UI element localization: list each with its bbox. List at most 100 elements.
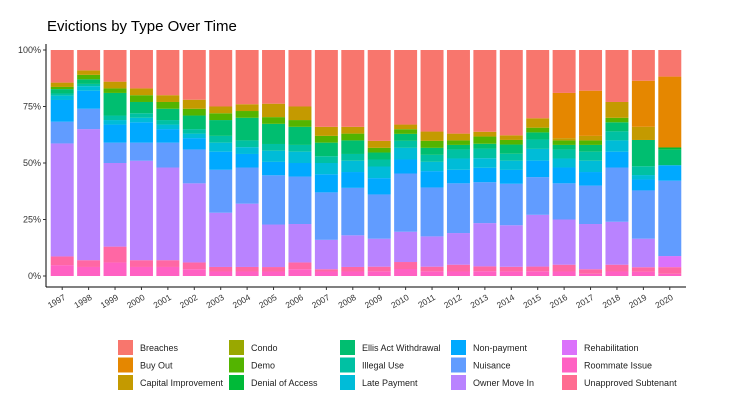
bar-segment [579,140,603,145]
legend-label: Ellis Act Withdrawal [362,343,441,353]
bar-segment [262,224,286,268]
bar-segment [526,127,550,133]
legend-item: Breaches [118,340,179,355]
bar-segment [50,99,74,122]
y-tick-label: 0% [28,271,41,281]
y-tick-label: 50% [23,158,41,168]
bar-segment [50,121,74,144]
x-tick-label: 2010 [389,292,411,310]
bar-segment [552,219,576,265]
bar-segment [262,123,286,144]
bar-segment [235,117,259,141]
legend-item: Non-payment [451,340,528,355]
bar-segment [156,167,180,261]
bar-segment [420,50,444,132]
bar-segment [341,235,365,267]
bar-segment [50,82,74,87]
bar-segment [579,90,603,136]
bar-segment [288,126,312,145]
bar-segment [579,135,603,141]
x-tick-label: 2018 [601,292,623,310]
bar-segment [156,260,180,267]
bar-segment [262,161,286,176]
bar-segment [552,92,576,139]
bar-segment [605,50,629,102]
bar-segment [314,269,338,272]
bar-segment [499,144,523,154]
x-tick-label: 1997 [46,292,68,310]
legend-item: Owner Move In [451,375,534,390]
bar-segment [473,50,497,132]
legend-item: Denial of Access [229,375,318,390]
bar-segment [658,149,682,166]
legend-swatch [118,340,133,355]
bar-segment [341,160,365,173]
legend-swatch [340,375,355,390]
bar-segment [262,267,286,272]
bar-segment [473,266,497,272]
legend-swatch [562,357,577,373]
legend-label: Capital Improvement [140,378,224,388]
bar-segment [156,266,180,276]
x-tick-label: 2019 [627,292,649,310]
bar-segment [129,160,153,261]
legend-label: Late Payment [362,378,418,388]
bar-segment [209,113,233,121]
bar-segment [235,147,259,154]
bar-segment [235,140,259,148]
bar-segment [235,111,259,118]
bar-segment [473,182,497,224]
bar-segment [288,176,312,225]
bar-segment [314,271,338,276]
bar-segment [262,117,286,124]
legend-label: Buy Out [140,361,173,371]
bar-segment [367,194,391,239]
bar-segment [209,106,233,114]
bar-segment [182,108,206,116]
bar-segment [288,50,312,107]
bar-segment [156,50,180,96]
bar-segment [367,140,391,148]
x-tick-label: 2001 [151,292,173,310]
legend-item: Unapproved Subtenant [562,375,677,390]
bar-segment [129,266,153,276]
bar-segment [394,269,418,276]
bar-segment [182,149,206,184]
legend-label: Condo [251,343,278,353]
bar-segment [394,173,418,232]
bar-segment [77,74,101,80]
legend-item: Capital Improvement [118,375,224,390]
bar-segment [103,92,127,116]
bar-segment [631,50,655,81]
x-tick-label: 2002 [178,292,200,310]
bar-segment [182,269,206,276]
bar-segment [314,239,338,270]
bar-segment [579,160,603,173]
bar-segment [77,83,101,87]
legend-swatch [562,340,577,355]
bar-segment [552,149,576,159]
bar-segment [50,86,74,90]
bar-segment [182,262,206,270]
bar-segment [129,117,153,123]
legend-swatch [451,340,466,355]
legend-label: Rehabilitation [584,343,639,353]
bar-segment [658,165,682,181]
bar-segment [394,140,418,148]
bar-segment [631,166,655,176]
bar-segment [367,178,391,195]
bar-segment [77,90,101,109]
legend-label: Breaches [140,343,179,353]
bar-segment [103,142,127,163]
bar-segment [526,118,550,128]
bar-segment [605,131,629,141]
bar-segment [552,140,576,145]
bar-segment [499,266,523,272]
x-tick-label: 2013 [468,292,490,310]
bar-segment [499,50,523,136]
bar-segment [605,140,629,152]
legend-swatch [118,375,133,390]
legend-label: Non-payment [473,343,528,353]
bar-segment [209,120,233,136]
bar-segment [394,231,418,263]
